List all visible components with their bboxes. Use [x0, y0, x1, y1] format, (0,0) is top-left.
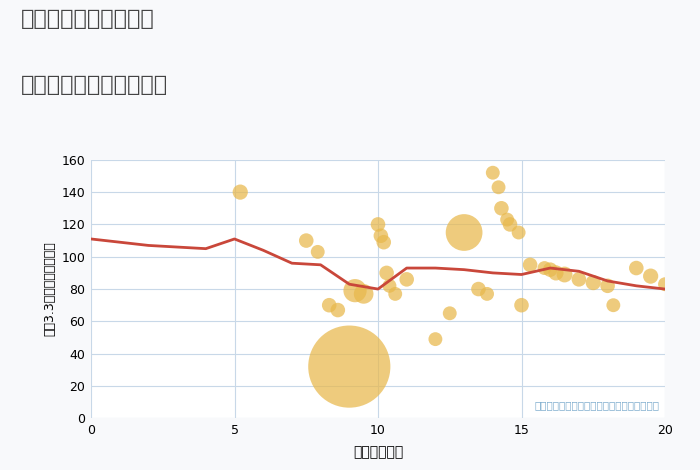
- Point: [349, 287, 360, 294]
- Point: [312, 248, 323, 256]
- Point: [513, 229, 524, 236]
- Point: [390, 290, 401, 298]
- Point: [378, 238, 389, 246]
- Text: 駅距離別中古戸建て価格: 駅距離別中古戸建て価格: [21, 75, 168, 95]
- Point: [344, 363, 355, 370]
- Point: [545, 266, 556, 274]
- Point: [381, 269, 392, 277]
- Point: [516, 301, 527, 309]
- Point: [573, 275, 584, 283]
- Point: [401, 275, 412, 283]
- Point: [659, 281, 671, 288]
- Point: [372, 221, 384, 228]
- Point: [588, 279, 599, 286]
- Point: [550, 269, 561, 277]
- Point: [493, 183, 504, 191]
- Point: [384, 282, 395, 290]
- Point: [539, 264, 550, 272]
- Point: [645, 272, 657, 280]
- Point: [332, 306, 344, 314]
- Point: [458, 229, 470, 236]
- Point: [234, 188, 246, 196]
- Y-axis label: 坪（3.3㎡）単価（万円）: 坪（3.3㎡）単価（万円）: [43, 242, 56, 337]
- Point: [524, 261, 536, 268]
- Point: [482, 290, 493, 298]
- Point: [487, 169, 498, 176]
- Point: [301, 237, 312, 244]
- Point: [375, 232, 386, 240]
- Point: [602, 282, 613, 290]
- Point: [496, 204, 507, 212]
- Point: [358, 290, 370, 298]
- Text: 円の大きさは、取引のあった物件面積を示す: 円の大きさは、取引のあった物件面積を示す: [534, 400, 659, 411]
- Point: [473, 285, 484, 293]
- Point: [501, 216, 512, 223]
- Point: [559, 271, 570, 278]
- Point: [631, 264, 642, 272]
- Point: [323, 301, 335, 309]
- Point: [430, 336, 441, 343]
- Point: [608, 301, 619, 309]
- Point: [444, 310, 456, 317]
- Text: 福岡県福岡市西区泉の: 福岡県福岡市西区泉の: [21, 9, 155, 30]
- Point: [505, 221, 516, 228]
- X-axis label: 駅距離（分）: 駅距離（分）: [353, 445, 403, 459]
